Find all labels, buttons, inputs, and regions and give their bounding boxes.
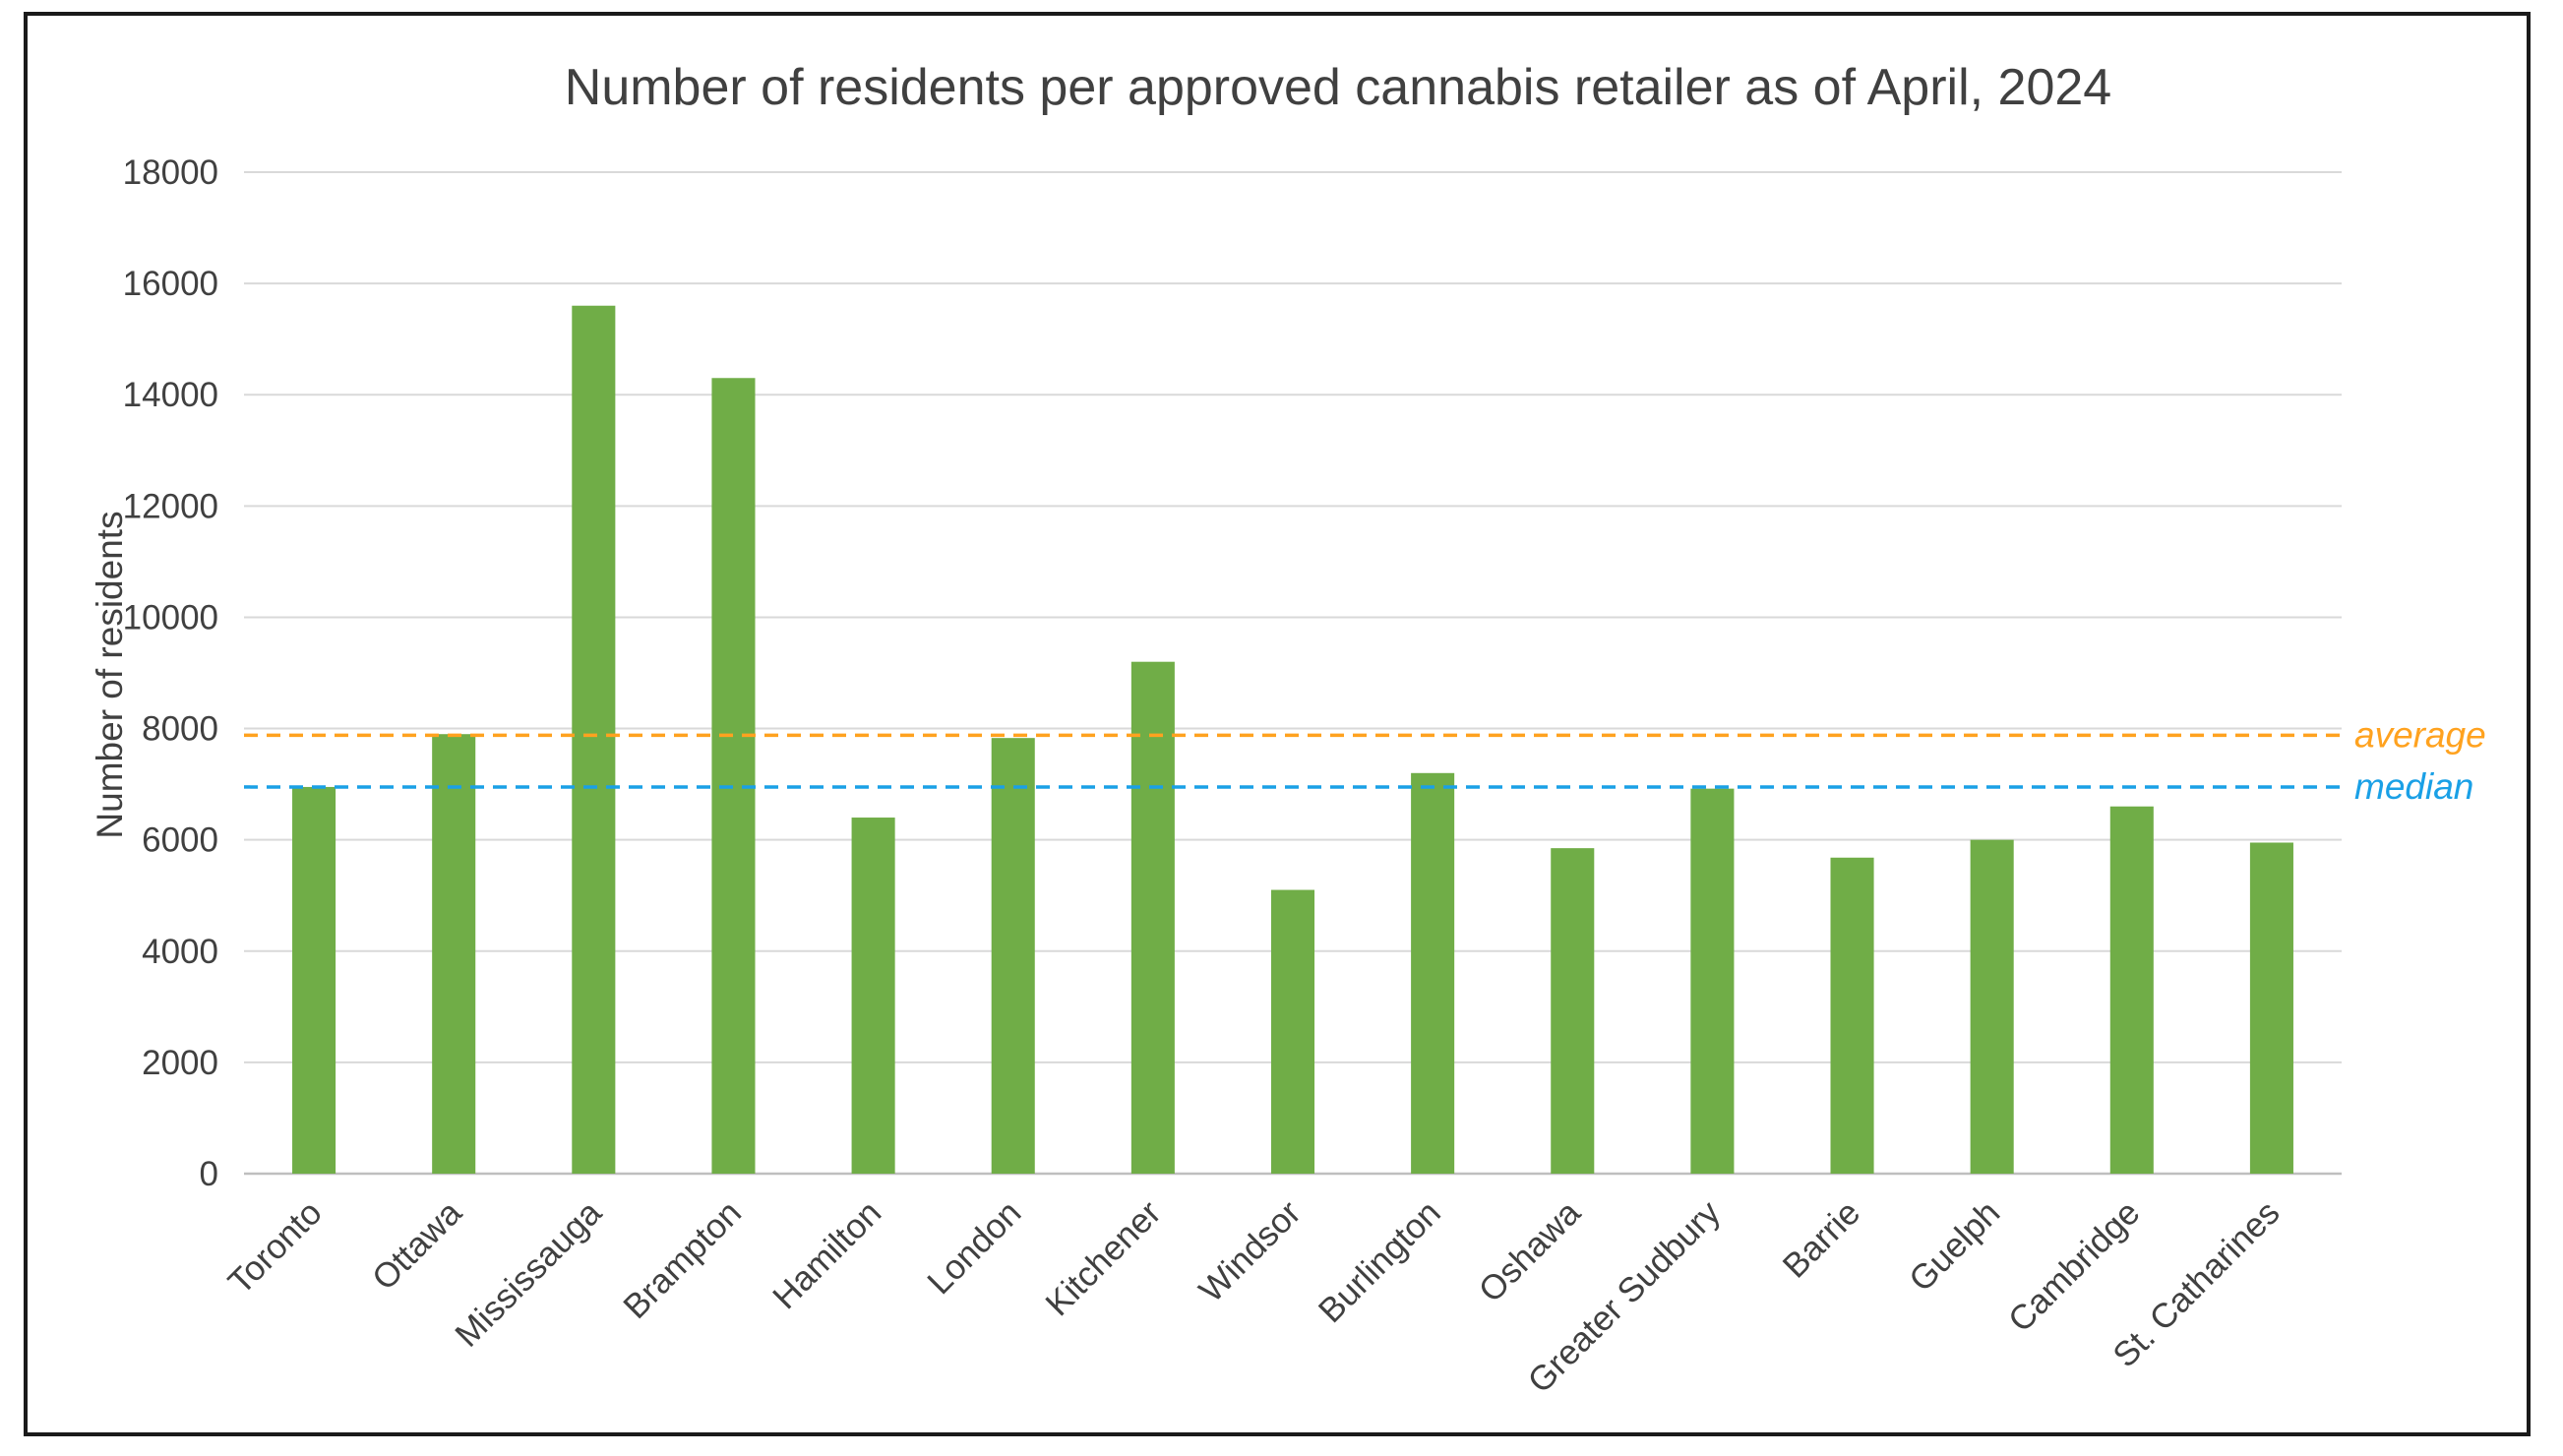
chart-frame — [24, 12, 2531, 1436]
x-tick-label: Brampton — [616, 1193, 749, 1326]
x-tick-label: Cambridge — [2001, 1193, 2148, 1340]
bar — [572, 305, 616, 1174]
x-tick-label: Guelph — [1902, 1193, 2007, 1299]
bar — [1270, 889, 1315, 1174]
x-tick-label: Ottawa — [365, 1193, 469, 1298]
bar — [1411, 772, 1455, 1174]
bar — [851, 818, 895, 1174]
bar — [292, 786, 336, 1174]
x-tick-label: Barrie — [1776, 1193, 1868, 1286]
x-tick-label: Toronto — [221, 1193, 330, 1302]
reference-lines: average median — [244, 714, 2486, 807]
y-tick-label: 16000 — [123, 265, 218, 303]
x-tick-label: Mississauga — [448, 1193, 609, 1355]
y-axis-ticks: 0 2000 4000 6000 8000 10000 12000 14000 16000 180… — [123, 153, 218, 1193]
bar — [1970, 839, 2014, 1174]
y-axis-label: Number of residents — [90, 511, 130, 838]
x-tick-label: Hamilton — [765, 1193, 888, 1316]
bar — [1551, 848, 1595, 1174]
y-tick-label: 6000 — [142, 821, 218, 860]
x-tick-label: London — [920, 1193, 1028, 1302]
bar — [711, 378, 756, 1174]
reference-label-median: median — [2354, 766, 2473, 807]
bar — [2109, 806, 2154, 1174]
bar — [432, 734, 476, 1174]
bar — [991, 738, 1035, 1174]
y-tick-label: 2000 — [142, 1044, 218, 1082]
y-tick-label: 10000 — [123, 598, 218, 637]
bar — [2249, 842, 2293, 1174]
x-tick-label: Windsor — [1191, 1193, 1309, 1310]
x-tick-label: Oshawa — [1472, 1193, 1589, 1310]
x-tick-label: Kitchener — [1038, 1193, 1168, 1323]
y-tick-label: 4000 — [142, 933, 218, 971]
y-tick-label: 14000 — [123, 376, 218, 414]
y-tick-label: 0 — [200, 1155, 218, 1193]
reference-label-average: average — [2354, 714, 2486, 755]
y-tick-label: 18000 — [123, 153, 218, 192]
bar — [1130, 661, 1175, 1174]
bar — [1690, 788, 1735, 1174]
bar — [1830, 857, 1874, 1174]
chart-title: Number of residents per approved cannabi… — [565, 59, 2111, 116]
bars — [292, 305, 2293, 1174]
x-tick-label: Burlington — [1312, 1193, 1448, 1330]
y-tick-label: 8000 — [142, 710, 218, 749]
y-tick-label: 12000 — [123, 487, 218, 525]
